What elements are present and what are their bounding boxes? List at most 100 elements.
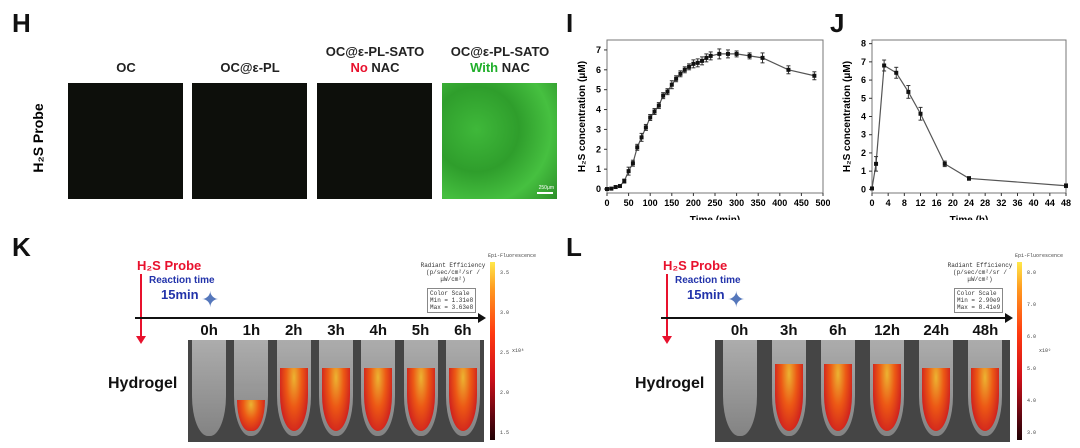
y-tick-label: 2 [861,148,866,158]
tube [319,340,353,436]
data-point [613,185,618,190]
x-tick-label: 24 [964,198,974,208]
duration-label: 15min [161,287,199,302]
x-tick-label: 16 [932,198,942,208]
timeline-arrow-head [1005,313,1013,323]
data-point [622,179,627,184]
data-point [674,76,679,81]
data-point [786,67,791,72]
probe-arrow-head [662,336,672,344]
reaction-time-label: Reaction time [675,275,741,286]
timepoint-label: 1h [242,322,261,339]
fluorescence-signal [322,368,350,431]
colorbar-tick: 4.0 [1027,398,1037,404]
fluorescence-signal [237,399,266,431]
h-column-title: OC@ε-PL [185,60,315,76]
data-point [717,51,722,56]
data-point [656,103,661,108]
scale-bar [537,192,553,194]
data-point [760,55,765,60]
fluorescence-signal [774,363,803,431]
h-title-line2: With NAC [435,60,565,76]
tube [445,340,480,436]
color-scale-line: Color Scale [430,290,470,297]
x-tick-label: 44 [1045,198,1055,208]
h-column-title: OC@ε-PL-SATO No NAC [310,44,440,76]
data-point [630,161,635,166]
fluorescence-signal [922,368,951,431]
x-tick-label: 8 [902,198,907,208]
plot-frame [871,39,1067,194]
fluorescence-signal [364,368,393,431]
probe-arrow [666,274,668,338]
x-tick-label: 300 [729,198,744,208]
x-axis-label: Time (h) [950,215,989,220]
tube [722,340,757,436]
color-scale-line: Min = 2.90e9 [957,297,1001,304]
colorbar-tick: 6.0 [1027,334,1037,340]
colorbar-tick: 8.0 [1027,270,1037,276]
panel-label-k: K [12,232,31,262]
nac-label: NAC [367,60,400,75]
sample-label: Hydrogel [108,375,178,392]
probe-label: H₂S Probe [663,258,728,273]
data-point [918,111,923,116]
data-point [639,135,644,140]
x-tick-label: 0 [604,198,609,208]
legend-title: Radiant Efficiency [947,262,1013,269]
h-title-line1: OC@ε-PL [220,60,280,75]
timeline-axis [661,317,1007,319]
y-tick-label: 2 [596,144,601,154]
data-point [695,60,700,65]
data-point [942,161,947,166]
x-axis-label: Time (min) [690,215,740,220]
timepoint-label: 24h [923,322,950,339]
tube [870,340,905,436]
chart-j: 04812162024283236404448012345678Time (h)… [842,39,1071,220]
x-tick-label: 0 [869,198,874,208]
data-point [906,89,911,94]
panel-label-i: I [566,8,574,38]
x-tick-label: 500 [815,198,830,208]
data-point [661,93,666,98]
data-point [678,71,683,76]
y-tick-label: 5 [861,93,866,103]
color-scale-box: Color Scale Min = 1.31e8 Max = 3.63e8 [427,288,477,313]
color-scale-line: Max = 8.41e9 [957,304,1001,311]
tube [361,340,396,436]
tube [820,340,855,436]
colorbar-title: Epi-Fluorescence [1015,253,1064,259]
y-tick-label: 7 [861,57,866,67]
data-point [665,89,670,94]
x-tick-label: 40 [1029,198,1039,208]
y-tick-label: 4 [861,112,866,122]
legend-unit: (p/sec/cm²/sr / μW/cm²) [425,269,480,283]
fluorescence-signal [971,368,1000,431]
timepoint-label: 48h [972,322,999,339]
scale-bar-label: 250μm [538,185,554,191]
x-tick-label: 28 [980,198,990,208]
panel-label-j: J [830,8,845,38]
colorbar-exponent: x10⁹ [1039,348,1052,354]
data-point [704,55,709,60]
y-tick-label: 3 [861,130,866,140]
h-column-title: OC@ε-PL-SATO With NAC [435,44,565,76]
y-tick-label: 0 [596,184,601,194]
tube [771,340,806,436]
star-icon: ✦ [727,287,746,312]
timepoint-label: 3h [327,322,345,339]
timeline-arrow-head [478,313,486,323]
colorbar-title: Epi-Fluorescence [488,253,537,259]
y-axis-label: H₂S concentration (μM) [842,61,853,172]
y-tick-label: 6 [596,65,601,75]
timepoint-label: 5h [411,322,430,339]
tube [403,340,438,436]
micrograph: 250μm [442,83,557,199]
sample-label: Hydrogel [635,375,705,392]
probe-label: H₂S Probe [137,258,202,273]
color-scale-line: Color Scale [957,290,997,297]
x-tick-label: 150 [664,198,679,208]
timepoint-label: 6h [829,322,847,339]
data-point [812,73,817,78]
data-point [643,125,648,130]
